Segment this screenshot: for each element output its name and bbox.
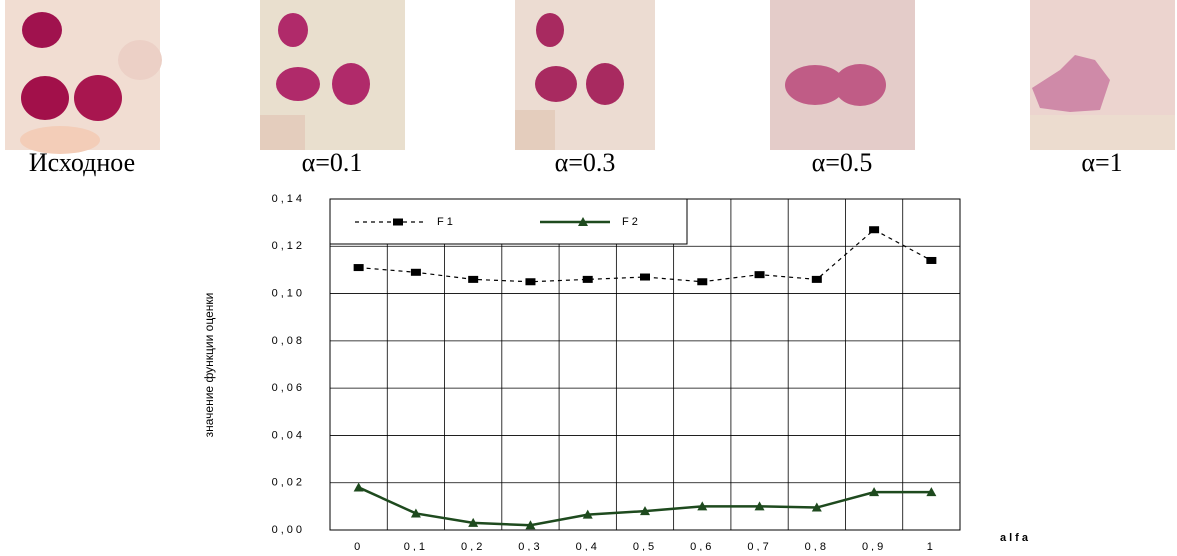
marker	[525, 278, 535, 285]
x-tick-label: 0,1	[404, 541, 428, 551]
x-tick-label: 0,4	[576, 541, 600, 551]
caption: α=0.5	[812, 148, 873, 177]
image-alpha-03	[515, 0, 655, 150]
caption: α=0.3	[555, 148, 616, 177]
x-tick-label: 0,9	[862, 541, 886, 551]
marker	[583, 276, 593, 283]
caption: α=0.1	[302, 148, 363, 177]
x-tick-label: 0,6	[690, 541, 714, 551]
x-tick-label: 1	[927, 541, 936, 551]
y-tick-label: 0,08	[272, 335, 305, 347]
legend-label: F1	[437, 216, 456, 228]
image-alpha-05	[770, 0, 915, 150]
y-tick-label: 0,14	[272, 193, 305, 205]
x-tick-label: 0,5	[633, 541, 657, 551]
marker	[411, 269, 421, 276]
x-tick-label: 0,3	[518, 541, 542, 551]
figure: Исходное α=0.1 α=0.3 α=0.5 α=1 значение …	[0, 0, 1177, 551]
x-tick-label: 0,8	[805, 541, 829, 551]
image-original	[5, 0, 162, 154]
y-tick-label: 0,10	[272, 287, 305, 299]
marker	[869, 226, 879, 233]
x-tick-label: 0,2	[461, 541, 485, 551]
x-axis-label: alfa	[1000, 532, 1031, 544]
y-tick-label: 0,12	[272, 240, 305, 252]
marker	[468, 276, 478, 283]
image-alpha-1	[1030, 0, 1175, 150]
x-tick-label: 0	[354, 541, 363, 551]
marker	[926, 257, 936, 264]
marker	[812, 276, 822, 283]
y-tick-label: 0,04	[272, 429, 305, 441]
marker	[640, 274, 650, 281]
marker	[697, 278, 707, 285]
image-alpha-01	[260, 0, 405, 150]
marker	[755, 271, 765, 278]
y-tick-label: 0,00	[272, 524, 305, 536]
legend-label: F2	[622, 216, 641, 228]
marker	[393, 219, 403, 226]
y-axis-label: значение функции оценки	[202, 293, 216, 438]
y-tick-label: 0,02	[272, 477, 305, 489]
caption: α=1	[1081, 148, 1122, 177]
y-tick-label: 0,06	[272, 382, 305, 394]
plot-area	[330, 199, 960, 530]
legend: F1 F2	[330, 199, 687, 244]
marker	[354, 264, 364, 271]
caption: Исходное	[29, 148, 135, 177]
x-tick-label: 0,7	[747, 541, 771, 551]
